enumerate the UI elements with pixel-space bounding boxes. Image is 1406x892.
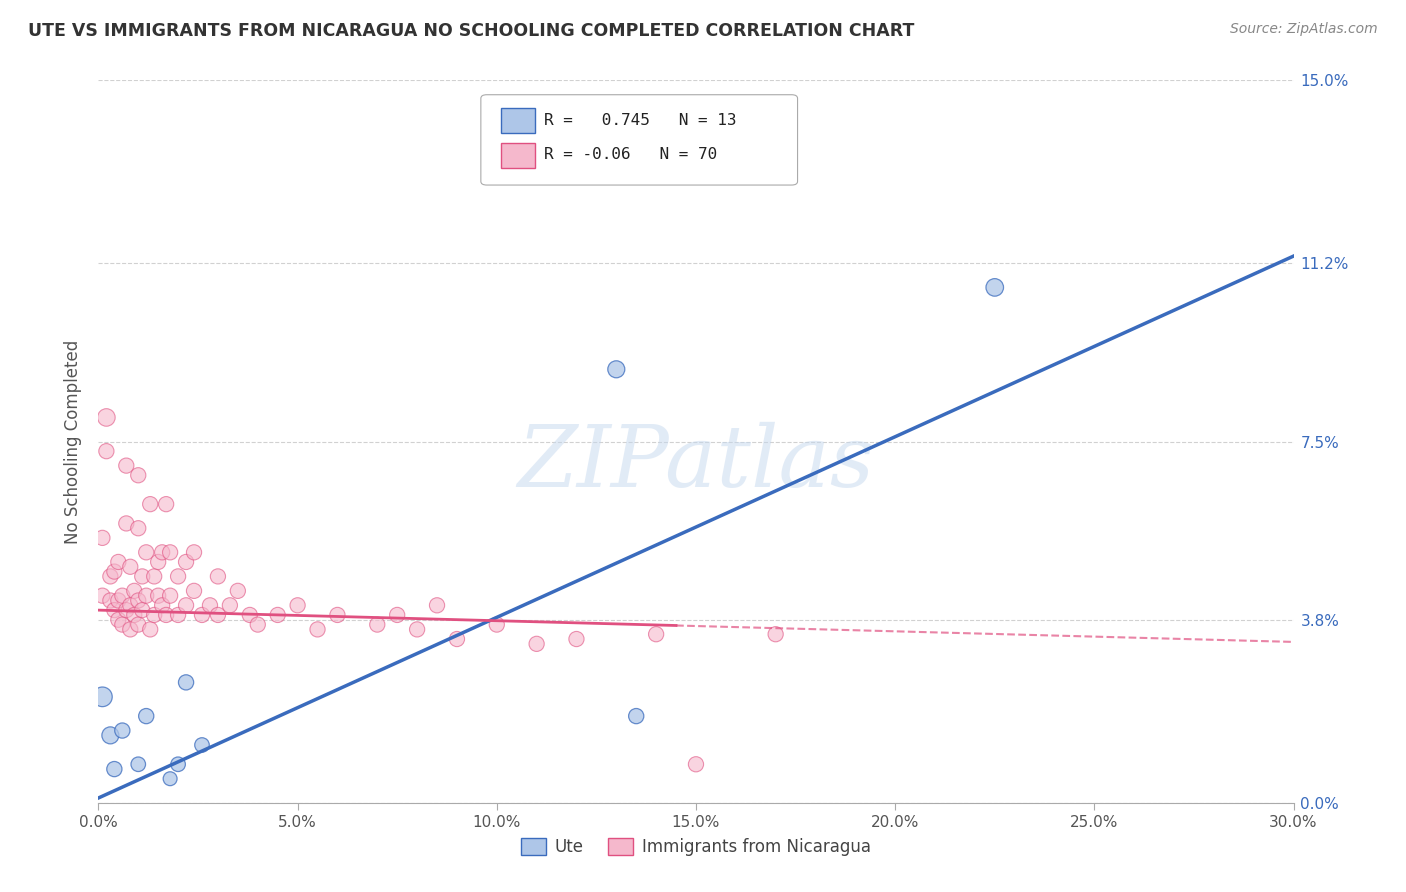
Point [167,569,190,583]
Point [139,623,162,637]
Point [174,599,197,613]
Point [103,603,125,617]
Point [143,607,166,622]
Point [120,559,142,574]
Point [485,617,508,632]
Point [96,444,118,458]
Point [103,565,125,579]
Point [111,589,134,603]
Point [120,599,142,613]
Point [326,607,349,622]
FancyBboxPatch shape [481,95,797,185]
Point [91,531,114,545]
Point [127,757,149,772]
Point [167,757,190,772]
Point [155,497,177,511]
Point [645,627,668,641]
Point [984,280,1007,294]
Point [107,555,129,569]
Point [765,627,787,641]
Point [150,545,173,559]
Text: R =   0.745   N = 13: R = 0.745 N = 13 [544,112,737,128]
Point [115,516,138,531]
Point [426,599,449,613]
Point [111,617,134,632]
Text: ZIPatlas: ZIPatlas [517,422,875,505]
Point [127,593,149,607]
Text: Source: ZipAtlas.com: Source: ZipAtlas.com [1230,22,1378,37]
Point [605,362,627,376]
Point [139,497,162,511]
Point [91,690,114,704]
Point [159,545,181,559]
Point [198,599,221,613]
Point [127,617,149,632]
Point [167,607,190,622]
Point [131,603,153,617]
Point [565,632,588,646]
Point [135,589,157,603]
Point [626,709,648,723]
Y-axis label: No Schooling Completed: No Schooling Completed [65,340,83,543]
Point [207,607,229,622]
Bar [501,109,534,133]
Point [385,607,409,622]
Point [120,623,142,637]
Point [111,723,134,738]
Point [115,603,138,617]
Text: UTE VS IMMIGRANTS FROM NICARAGUA NO SCHOOLING COMPLETED CORRELATION CHART: UTE VS IMMIGRANTS FROM NICARAGUA NO SCHO… [28,22,914,40]
Point [96,410,118,425]
Point [191,607,214,622]
Point [183,545,205,559]
Point [307,623,329,637]
Point [124,607,146,622]
Point [148,555,170,569]
Text: R = -0.06   N = 70: R = -0.06 N = 70 [544,147,717,162]
Point [135,709,157,723]
Point [406,623,429,637]
Point [107,593,129,607]
Point [685,757,707,772]
Point [239,607,262,622]
Point [150,599,173,613]
Point [174,555,197,569]
Point [115,458,138,473]
Point [131,569,153,583]
Point [127,521,149,535]
Point [183,583,205,598]
Point [107,613,129,627]
Point [98,593,122,607]
Point [159,589,181,603]
Point [219,599,242,613]
Point [191,738,214,752]
Point [98,569,122,583]
Point [246,617,269,632]
Point [526,637,548,651]
Point [207,569,229,583]
Point [174,675,197,690]
Legend: Ute, Immigrants from Nicaragua: Ute, Immigrants from Nicaragua [515,831,877,863]
Point [91,589,114,603]
Bar [501,143,534,168]
Point [287,599,309,613]
Point [103,762,125,776]
Point [366,617,388,632]
Point [226,583,249,598]
Point [98,728,122,742]
Point [267,607,290,622]
Point [155,607,177,622]
Point [143,569,166,583]
Point [124,583,146,598]
Point [127,468,149,483]
Point [446,632,468,646]
Point [159,772,181,786]
Point [148,589,170,603]
Point [135,545,157,559]
